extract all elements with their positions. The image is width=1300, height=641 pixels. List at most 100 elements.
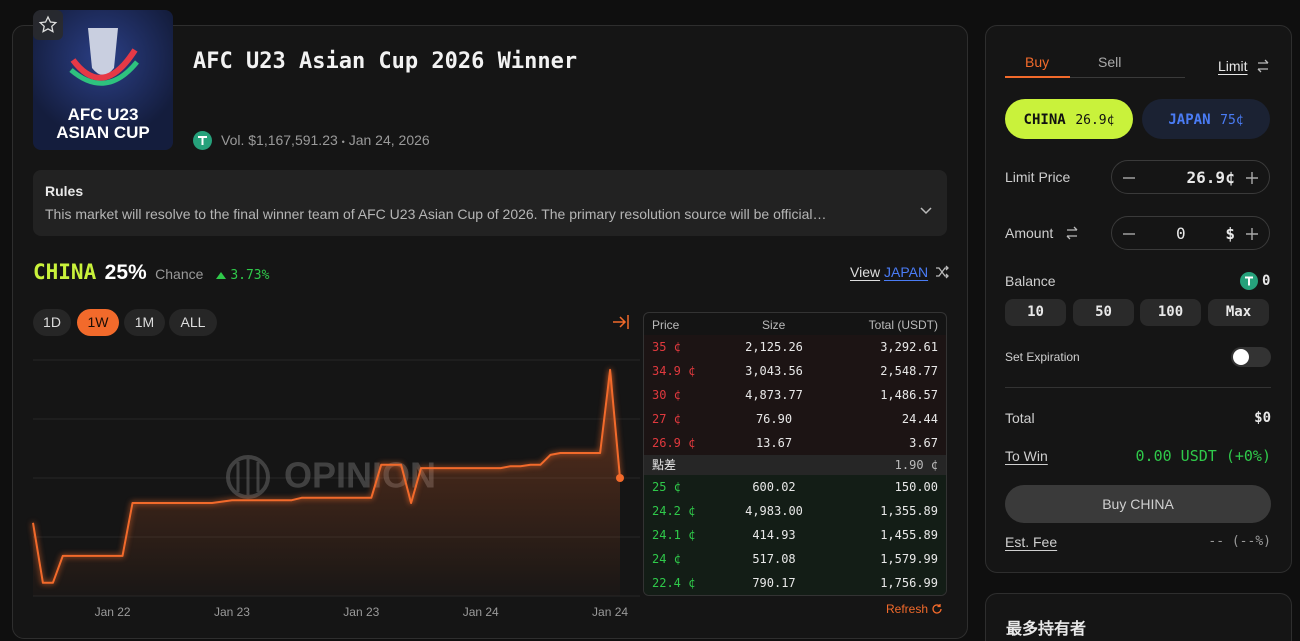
range-button[interactable]: ALL: [169, 309, 217, 336]
submit-button[interactable]: Buy CHINA: [1005, 485, 1271, 523]
separator: •: [341, 137, 345, 147]
refresh[interactable]: Refresh: [886, 602, 943, 616]
order-type[interactable]: Limit: [1218, 58, 1248, 74]
size: 414.93: [752, 528, 796, 542]
market-logo: AFC U23 ASIAN CUP: [33, 10, 173, 150]
quick-amount[interactable]: 100: [1140, 299, 1201, 326]
fee-value: -- (--%): [1208, 534, 1271, 549]
price: 24 ¢: [652, 552, 681, 566]
bid-row[interactable]: 25 ¢ 600.02 150.00: [644, 475, 946, 499]
ask-row[interactable]: 30 ¢ 4,873.77 1,486.57: [644, 383, 946, 407]
size: 790.17: [752, 576, 796, 590]
rules-title: Rules: [45, 183, 84, 199]
total-value: $0: [1254, 410, 1271, 426]
outcome-china-btn[interactable]: CHINA 26.9¢: [1005, 99, 1133, 139]
column-header: Total (USDT): [868, 318, 938, 332]
logo-art: [33, 10, 139, 86]
order-type-icon: [1257, 59, 1269, 73]
total: 3.67: [909, 436, 938, 450]
range-button[interactable]: 1M: [124, 309, 165, 336]
rules-text: This market will resolve to the final wi…: [45, 206, 827, 222]
volume: Vol. $1,167,591.23: [221, 132, 338, 148]
view-prefix: View: [850, 264, 881, 280]
price: 35 ¢: [652, 340, 681, 354]
price: 24.1 ¢: [652, 528, 696, 542]
ask-row[interactable]: 35 ¢ 2,125.26 3,292.61: [644, 335, 946, 359]
tether-icon: [193, 131, 212, 150]
quick-amount[interactable]: 10: [1005, 299, 1066, 326]
size: 517.08: [752, 552, 796, 566]
balance-value: 0: [1262, 273, 1271, 289]
total: 3,292.61: [880, 340, 938, 354]
outcome-btn-price: 75¢: [1220, 113, 1244, 128]
price: 24.2 ¢: [652, 504, 696, 518]
range-button[interactable]: 1W: [77, 309, 119, 336]
outcome-btn-name: JAPAN: [1168, 112, 1211, 128]
logo-line: ASIAN CUP: [56, 123, 150, 142]
limit-price-input[interactable]: 26.9 ¢: [1111, 160, 1270, 194]
amount-input[interactable]: 0 $: [1111, 216, 1270, 250]
refresh-label: Refresh: [886, 602, 929, 616]
fee-label: Est. Fee: [1005, 534, 1058, 550]
bid-row[interactable]: 24.1 ¢ 414.93 1,455.89: [644, 523, 946, 547]
tab-buy[interactable]: Buy: [1025, 54, 1050, 70]
ask-row[interactable]: 26.9 ¢ 13.67 3.67: [644, 431, 946, 455]
size: 4,873.77: [745, 388, 803, 402]
bid-row[interactable]: 22.4 ¢ 790.17 1,756.99: [644, 571, 946, 595]
bid-row[interactable]: 24 ¢ 517.08 1,579.99: [644, 547, 946, 571]
outcome-japan-btn[interactable]: JAPAN 75¢: [1142, 99, 1270, 139]
size: 2,125.26: [745, 340, 803, 354]
rules-box[interactable]: Rules This market will resolve to the fi…: [33, 170, 947, 236]
collapse-icon[interactable]: [612, 314, 630, 330]
plus-btn[interactable]: [1245, 171, 1259, 185]
amount-value: 0: [1176, 224, 1186, 243]
view-target: JAPAN: [883, 264, 929, 280]
outcome-chance: 25%: [104, 261, 147, 284]
price: 22.4 ¢: [652, 576, 696, 590]
total: 1,756.99: [880, 576, 938, 590]
spread-row: 點差 1.90 ¢: [644, 455, 946, 475]
total: 1,355.89: [880, 504, 938, 518]
total: 2,548.77: [880, 364, 938, 378]
view-other[interactable]: View JAPAN: [850, 264, 949, 280]
tether-icon: [1240, 272, 1258, 290]
ask-row[interactable]: 34.9 ¢ 3,043.56 2,548.77: [644, 359, 946, 383]
tab-rule: [1005, 77, 1185, 78]
column-header: Size: [762, 318, 786, 332]
expiration-toggle[interactable]: [1231, 347, 1271, 367]
size: 76.90: [755, 412, 793, 426]
total: 1,486.57: [880, 388, 938, 402]
shuffle-icon: [935, 265, 949, 279]
quick-amount[interactable]: Max: [1208, 299, 1269, 326]
expand-chevron[interactable]: [919, 206, 933, 216]
minus-btn[interactable]: [1122, 227, 1136, 241]
price: 27 ¢: [652, 412, 681, 426]
tab-sell[interactable]: Sell: [1098, 54, 1122, 70]
outcome-name: CHINA: [33, 260, 97, 284]
logo-line: AFC U23: [67, 105, 139, 124]
amount-swap-icon[interactable]: [1065, 226, 1079, 240]
range-button[interactable]: 1D: [33, 309, 71, 336]
price: 34.9 ¢: [652, 364, 696, 378]
tab-indicator: [1005, 76, 1070, 78]
ask-row[interactable]: 27 ¢ 76.90 24.44: [644, 407, 946, 431]
size: 600.02: [752, 480, 796, 494]
size: 13.67: [755, 436, 793, 450]
order-book: Price Size Total (USDT) 35 ¢ 2,125.26 3,292.6…: [643, 312, 947, 596]
total: 1,455.89: [880, 528, 938, 542]
to-win-value: 0.00 USDT (+0%): [1135, 447, 1271, 465]
quick-amount[interactable]: 50: [1073, 299, 1134, 326]
end-date: Jan 24, 2026: [348, 132, 430, 148]
divider: [1005, 387, 1271, 388]
order-book-header: Price Size Total (USDT): [644, 313, 946, 337]
holders-title: 最多持有者: [1006, 621, 1087, 638]
minus-btn[interactable]: [1122, 171, 1136, 185]
plus-btn[interactable]: [1245, 227, 1259, 241]
spread-label: 點差: [652, 458, 677, 472]
bid-row[interactable]: 24.2 ¢ 4,983.00 1,355.89: [644, 499, 946, 523]
to-win-label: To Win: [1005, 448, 1048, 464]
outcome-header: CHINA 25% Chance 3.73%: [33, 260, 269, 286]
chance-label: Chance: [155, 266, 204, 282]
chance-change: 3.73%: [230, 268, 270, 283]
